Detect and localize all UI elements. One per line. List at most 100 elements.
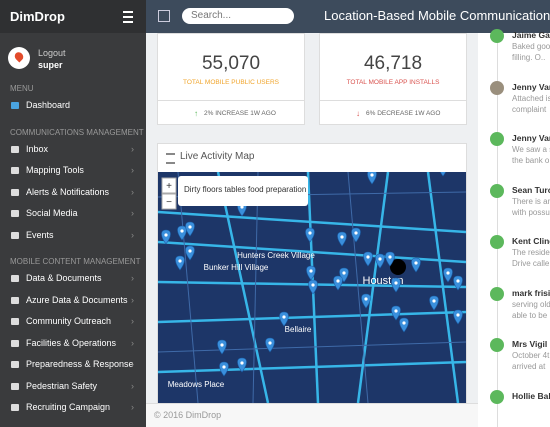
- nav-item[interactable]: Preparedness & Response: [26, 359, 134, 369]
- nav-item[interactable]: Dashboard: [26, 100, 71, 110]
- feed-avatar: [490, 80, 504, 95]
- pin-dot: [354, 231, 358, 235]
- logout[interactable]: Logout: [38, 48, 66, 58]
- feed-name[interactable]: Mrs Vigil: [512, 339, 548, 349]
- stat-divider: [319, 100, 467, 101]
- nav-item[interactable]: Data & Documents: [26, 273, 102, 283]
- user-name: super: [38, 60, 63, 70]
- pin-dot: [308, 231, 312, 235]
- map-pin: [175, 255, 185, 271]
- map-pin: [375, 253, 385, 269]
- pin-dot: [378, 257, 382, 261]
- feed-name[interactable]: Kent Cling: [512, 236, 550, 246]
- search-box[interactable]: Search...: [182, 8, 294, 24]
- brand[interactable]: DimDrop: [10, 9, 65, 24]
- stat-label: TOTAL MOBILE APP INSTALLS: [346, 79, 440, 86]
- nav-icon: [11, 231, 19, 239]
- stat-label: TOTAL MOBILE PUBLIC USERS: [183, 79, 279, 86]
- pin-dot: [222, 365, 226, 369]
- map-pin: [391, 277, 401, 293]
- nav-icon: [11, 210, 19, 217]
- pin-dot: [240, 361, 244, 365]
- zoom-label[interactable]: +: [166, 181, 172, 192]
- nav-item[interactable]: Social Media: [26, 208, 78, 218]
- map-place: Hunters Creek Village: [237, 251, 315, 260]
- nav-item[interactable]: Events: [26, 229, 54, 240]
- chevron: ›: [131, 294, 134, 305]
- feed-text: There is an: [512, 196, 550, 206]
- map-pin: [161, 229, 171, 245]
- feed-name[interactable]: Sean Turon: [512, 184, 550, 195]
- expand-icon[interactable]: [158, 10, 170, 22]
- chevron: ›: [131, 359, 134, 369]
- nav-item[interactable]: Azure Data & Documents: [26, 294, 128, 305]
- pin-dot: [188, 225, 192, 229]
- feed-text: filling. O..: [512, 53, 546, 62]
- road: [158, 310, 466, 324]
- pin-dot: [394, 281, 398, 285]
- feed-text: able to be: [512, 310, 548, 320]
- nav-item[interactable]: Pedestrian Safety: [26, 380, 98, 391]
- map-title: Live Activity Map: [180, 151, 255, 162]
- pin-dot: [311, 283, 315, 287]
- minor-road: [252, 172, 259, 403]
- chevron: ›: [131, 208, 134, 218]
- feed-name[interactable]: Jenny Varg: [512, 81, 550, 92]
- nav-icon: [11, 145, 19, 153]
- map-pin: [177, 225, 187, 241]
- pin-dot: [456, 313, 460, 317]
- pin-dot: [432, 299, 436, 303]
- nav-item[interactable]: Community Outreach: [26, 316, 112, 326]
- pin-dot: [446, 271, 450, 275]
- nav-item[interactable]: Recruiting Campaign: [26, 402, 111, 412]
- section-label: COMMUNICATIONS MANAGEMENT: [10, 127, 144, 137]
- pin-dot: [402, 321, 406, 325]
- map-pin: [429, 295, 439, 311]
- feed-text: serving old: [512, 299, 550, 309]
- map-pin: [306, 265, 316, 281]
- pin-dot: [364, 297, 368, 301]
- footer-bar: [146, 403, 478, 427]
- nav-item[interactable]: Facilities & Operations: [26, 337, 117, 348]
- chevron: ›: [131, 316, 134, 326]
- feed-name[interactable]: Hollie Ball: [512, 390, 550, 401]
- nav-item[interactable]: Mapping Tools: [26, 165, 84, 175]
- feed-name[interactable]: mark frisin: [512, 287, 550, 298]
- pin-dot: [456, 279, 460, 283]
- pin-dot: [282, 315, 286, 319]
- feed-avatar: [490, 389, 504, 404]
- stat-divider: [157, 100, 305, 101]
- map-pin: [265, 337, 275, 353]
- stat-card: [319, 33, 467, 125]
- road: [158, 210, 466, 234]
- feed-name[interactable]: Jaime Garc: [512, 30, 550, 40]
- timeline-line: [497, 33, 498, 427]
- page-title: Location-Based Mobile Communications Man…: [324, 8, 550, 23]
- pin-dot: [336, 279, 340, 283]
- minor-road: [158, 341, 466, 353]
- brand-bar: [0, 0, 146, 33]
- pin-dot: [180, 229, 184, 233]
- zoom-label[interactable]: −: [166, 197, 172, 208]
- feed-text: Drive calle: [512, 259, 550, 268]
- feed-text: We saw a s: [512, 145, 550, 154]
- menu-toggle[interactable]: [123, 11, 133, 23]
- map-pin: [411, 257, 421, 273]
- map-pin: [217, 339, 227, 355]
- nav-icon: [11, 339, 19, 347]
- nav-item[interactable]: Inbox: [26, 143, 49, 154]
- pin-dot: [164, 233, 168, 237]
- map-pin: [337, 231, 347, 247]
- nav-icon: [11, 275, 19, 282]
- feed-name[interactable]: Jenny Varg: [512, 133, 550, 143]
- map-pin: [440, 172, 446, 177]
- pin-dot: [220, 343, 224, 347]
- nav-icon: [11, 296, 19, 304]
- stat-change: 2% INCREASE 1W AGO: [204, 110, 276, 117]
- stat-value: 46,718: [363, 53, 423, 74]
- nav-item[interactable]: Alerts & Notifications: [26, 186, 110, 197]
- pin-dot: [178, 259, 182, 263]
- map-pin: [185, 221, 195, 237]
